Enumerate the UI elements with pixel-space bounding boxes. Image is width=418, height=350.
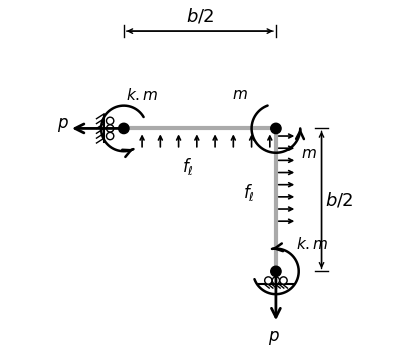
Circle shape <box>107 117 114 125</box>
Circle shape <box>280 277 287 284</box>
Text: $b/2$: $b/2$ <box>326 190 354 209</box>
Circle shape <box>271 266 281 277</box>
Text: $p$: $p$ <box>57 117 69 134</box>
Text: $m$: $m$ <box>301 147 317 161</box>
Text: $m$: $m$ <box>232 88 247 102</box>
Text: $f_{\ell}$: $f_{\ell}$ <box>182 156 194 177</box>
Text: $p$: $p$ <box>268 329 280 347</box>
Circle shape <box>265 277 272 284</box>
Circle shape <box>107 132 114 140</box>
Circle shape <box>119 123 129 134</box>
Circle shape <box>271 123 281 134</box>
Circle shape <box>107 125 114 132</box>
Text: $b/2$: $b/2$ <box>186 6 214 26</box>
Text: $k.m$: $k.m$ <box>296 236 329 252</box>
Text: $k.m$: $k.m$ <box>126 87 158 103</box>
Text: $f_{\ell}$: $f_{\ell}$ <box>242 182 255 203</box>
Circle shape <box>272 277 280 284</box>
